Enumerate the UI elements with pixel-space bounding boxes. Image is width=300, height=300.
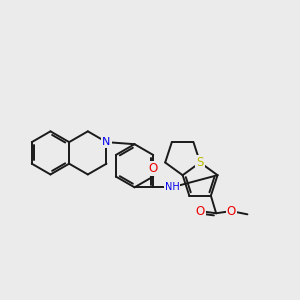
Text: S: S xyxy=(196,156,204,169)
Text: NH: NH xyxy=(165,182,179,192)
Text: O: O xyxy=(195,205,205,218)
Text: O: O xyxy=(149,162,158,175)
Text: N: N xyxy=(102,137,111,147)
Text: O: O xyxy=(226,205,236,218)
